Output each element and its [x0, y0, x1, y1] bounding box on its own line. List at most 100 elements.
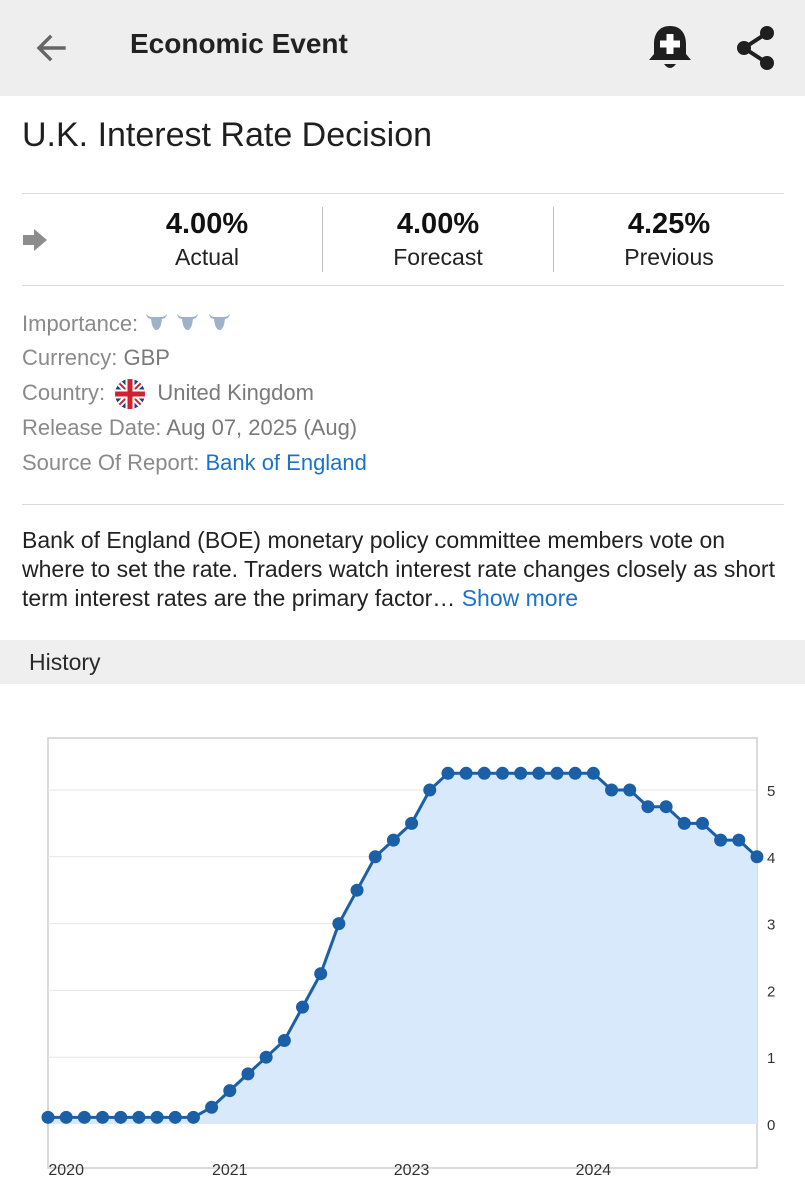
data-point: [695, 816, 709, 830]
y-tick-label: 4: [767, 850, 775, 867]
actual-label: Actual: [175, 244, 239, 270]
source-link[interactable]: Bank of England: [205, 450, 367, 475]
previous-stat: 4.25% Previous: [554, 206, 784, 272]
importance-bulls: [144, 310, 231, 340]
top-app-bar: Economic Event: [0, 0, 805, 96]
forecast-value: 4.00%: [396, 208, 480, 240]
uk-flag-icon: [115, 379, 146, 410]
y-tick-label: 0: [767, 1117, 775, 1134]
event-description: Bank of England (BOE) monetary policy co…: [22, 526, 792, 613]
currency-value: GBP: [123, 345, 170, 370]
data-point: [168, 1110, 182, 1124]
show-more-link[interactable]: Show more: [461, 585, 579, 611]
x-tick-label: 2024: [576, 1162, 612, 1179]
data-point: [405, 816, 419, 830]
data-point: [277, 1034, 291, 1047]
data-point: [732, 833, 746, 847]
event-title: U.K. Interest Rate Decision: [22, 116, 433, 154]
y-tick-label: 3: [767, 917, 775, 934]
x-tick-label: 2021: [212, 1162, 248, 1179]
data-point: [477, 766, 491, 780]
importance-row: Importance:: [22, 309, 232, 340]
data-point: [714, 833, 728, 847]
series-area: [48, 773, 757, 1124]
country-value: United Kingdom: [157, 380, 314, 405]
data-point: [314, 967, 328, 981]
data-point: [459, 766, 473, 780]
screen-title: Economic Event: [130, 28, 348, 59]
data-point: [514, 766, 528, 780]
bell-plus-icon: [649, 26, 691, 68]
bull-icon: [208, 314, 230, 331]
source-label: Source Of Report:: [22, 450, 200, 475]
bull-icon: [177, 314, 199, 331]
data-point: [96, 1110, 110, 1124]
data-point: [350, 883, 364, 897]
y-tick-label: 5: [767, 783, 775, 800]
data-point: [750, 850, 764, 864]
country-row: Country: United Kingdom: [22, 378, 314, 410]
share-icon: [737, 26, 774, 70]
data-point: [205, 1100, 219, 1114]
source-row: Source Of Report: Bank of England: [22, 448, 367, 478]
data-point: [532, 766, 546, 780]
data-point: [641, 800, 655, 814]
data-point: [605, 783, 619, 797]
history-title: History: [29, 649, 101, 675]
stat-divider: [322, 207, 323, 272]
actual-value: 4.00%: [165, 208, 249, 240]
data-point: [150, 1110, 164, 1124]
description-text: Bank of England (BOE) monetary policy co…: [22, 527, 775, 611]
x-tick-label: 2023: [394, 1162, 430, 1179]
divider: [22, 193, 784, 194]
data-point: [495, 766, 509, 780]
data-point: [568, 766, 582, 780]
country-label: Country:: [22, 380, 106, 405]
back-button[interactable]: [28, 26, 74, 70]
divider: [22, 504, 784, 505]
forecast-label: Forecast: [393, 244, 483, 270]
currency-label: Currency:: [22, 345, 118, 370]
history-section-header: History: [0, 640, 805, 684]
data-point: [132, 1110, 146, 1124]
release-date-label: Release Date:: [22, 415, 162, 440]
data-point: [186, 1110, 200, 1124]
y-tick-label: 1: [767, 1050, 775, 1067]
data-point: [677, 816, 691, 830]
data-point: [223, 1084, 237, 1098]
currency-row: Currency: GBP: [22, 343, 170, 373]
data-point: [659, 800, 673, 814]
previous-label: Previous: [624, 244, 714, 270]
data-point: [259, 1050, 273, 1064]
data-point: [623, 783, 637, 797]
data-point: [77, 1110, 91, 1124]
data-point: [423, 783, 437, 797]
data-point: [368, 850, 382, 864]
arrow-left-icon: [36, 34, 66, 62]
previous-value: 4.25%: [627, 208, 711, 240]
bull-icon: [146, 314, 168, 331]
divider: [22, 285, 784, 286]
data-point: [296, 1000, 310, 1014]
stat-divider: [553, 207, 554, 272]
forecast-stat: 4.00% Forecast: [323, 206, 553, 272]
arrow-right-icon: [23, 229, 47, 251]
release-date-value: Aug 07, 2025 (Aug): [166, 415, 358, 440]
x-tick-label: 2020: [48, 1162, 84, 1179]
data-point: [441, 766, 455, 780]
importance-label: Importance:: [22, 311, 139, 336]
series-line: [48, 771, 759, 1119]
y-tick-label: 2: [767, 983, 775, 1000]
actual-stat: 4.00% Actual: [92, 206, 322, 272]
history-chart: 0 1 2 3 4 5 2020 2021 2023 2024: [41, 737, 775, 1179]
data-point: [41, 1110, 55, 1124]
data-point: [59, 1110, 73, 1124]
share-button[interactable]: [732, 22, 780, 74]
data-point: [241, 1067, 255, 1081]
data-point: [386, 833, 400, 847]
data-point: [550, 766, 564, 780]
data-point: [586, 766, 600, 780]
release-date-row: Release Date: Aug 07, 2025 (Aug): [22, 413, 357, 443]
create-alert-button[interactable]: [644, 20, 696, 76]
data-point: [114, 1110, 128, 1124]
